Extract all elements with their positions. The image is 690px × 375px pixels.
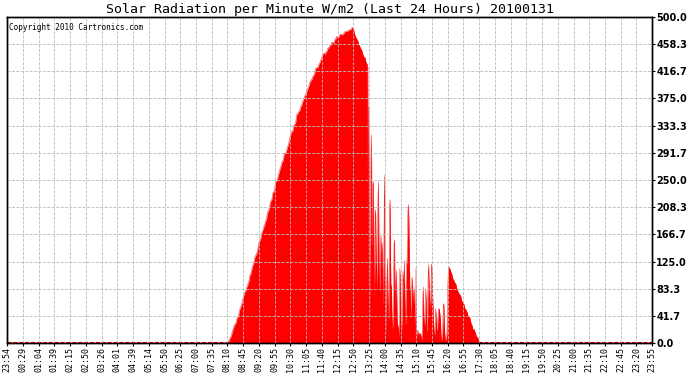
Text: Copyright 2010 Cartronics.com: Copyright 2010 Cartronics.com (8, 24, 143, 33)
Title: Solar Radiation per Minute W/m2 (Last 24 Hours) 20100131: Solar Radiation per Minute W/m2 (Last 24… (106, 3, 554, 16)
